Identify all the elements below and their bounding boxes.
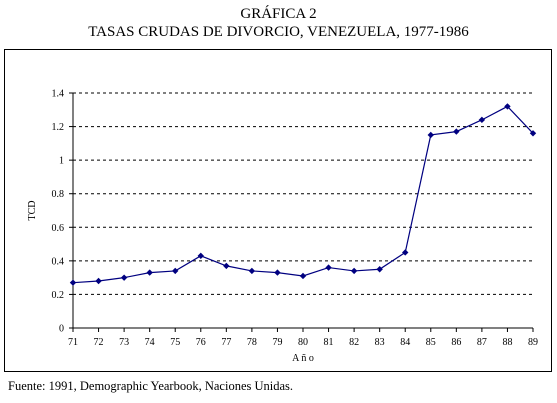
data-point <box>223 262 230 270</box>
x-tick-label: 79 <box>272 337 282 348</box>
x-tick-label: 74 <box>145 337 155 348</box>
data-point <box>299 272 307 280</box>
data-point <box>402 249 409 256</box>
y-tick-label: 1.2 <box>52 122 65 133</box>
data-point <box>325 264 332 271</box>
x-tick-label: 84 <box>400 337 410 348</box>
y-tick-label: 0.8 <box>52 189 65 200</box>
x-tick-label: 83 <box>375 337 385 348</box>
chart-subtitle: TASAS CRUDAS DE DIVORCIO, VENEZUELA, 197… <box>88 24 469 40</box>
y-tick-label: 1.4 <box>52 89 65 100</box>
x-tick-label: 71 <box>68 337 78 348</box>
x-tick-label: 87 <box>477 337 487 348</box>
y-tick-label: 0.6 <box>52 223 65 234</box>
x-tick-label: 72 <box>94 337 104 348</box>
x-tick-label: 78 <box>247 337 257 348</box>
data-point <box>95 277 102 285</box>
x-tick-label: 85 <box>426 337 436 348</box>
source-note: Fuente: 1991, Demographic Yearbook, Naci… <box>8 379 294 393</box>
line-chart: 0 0.2 0.4 0.6 0.8 1 1.2 1.4 71 72 73 74 75 76 77 78 79 80… <box>27 89 538 365</box>
data-point <box>69 279 77 286</box>
chart-frame: 0 0.2 0.4 0.6 0.8 1 1.2 1.4 71 72 73 74 75 76 77 78 79 80… <box>4 49 552 372</box>
y-axis-label: TCD <box>27 201 38 221</box>
x-tick-label: 77 <box>221 337 231 348</box>
y-tick-label: 1 <box>59 156 64 167</box>
data-point <box>529 130 537 137</box>
x-tick-label: 75 <box>170 337 180 348</box>
chart-title: GRÁFICA 2 <box>240 6 317 22</box>
x-tick-label: 88 <box>502 337 512 348</box>
data-point <box>172 267 179 275</box>
data-point <box>478 116 486 124</box>
series-line <box>72 105 534 284</box>
data-point <box>146 269 153 276</box>
y-tick-label: 0.4 <box>52 256 65 267</box>
y-tick-label: 0 <box>59 324 64 335</box>
x-tick-label: 73 <box>119 337 129 348</box>
x-tick-label: 86 <box>451 337 461 348</box>
x-tick-label: 89 <box>528 337 538 348</box>
y-tick-label: 0.2 <box>52 290 65 301</box>
data-point <box>453 128 460 135</box>
x-tick-label: 76 <box>196 337 206 348</box>
data-point <box>248 267 256 275</box>
data-point <box>427 131 434 139</box>
x-tick-label: 80 <box>298 337 308 348</box>
data-point <box>274 269 281 276</box>
x-axis-label: A ñ o <box>292 353 314 364</box>
data-point <box>197 252 204 260</box>
data-point <box>350 267 358 275</box>
x-tick-label: 81 <box>324 337 334 348</box>
x-tick-label: 82 <box>349 337 359 348</box>
data-point <box>120 274 128 281</box>
data-point <box>504 103 511 110</box>
data-point <box>376 266 383 273</box>
